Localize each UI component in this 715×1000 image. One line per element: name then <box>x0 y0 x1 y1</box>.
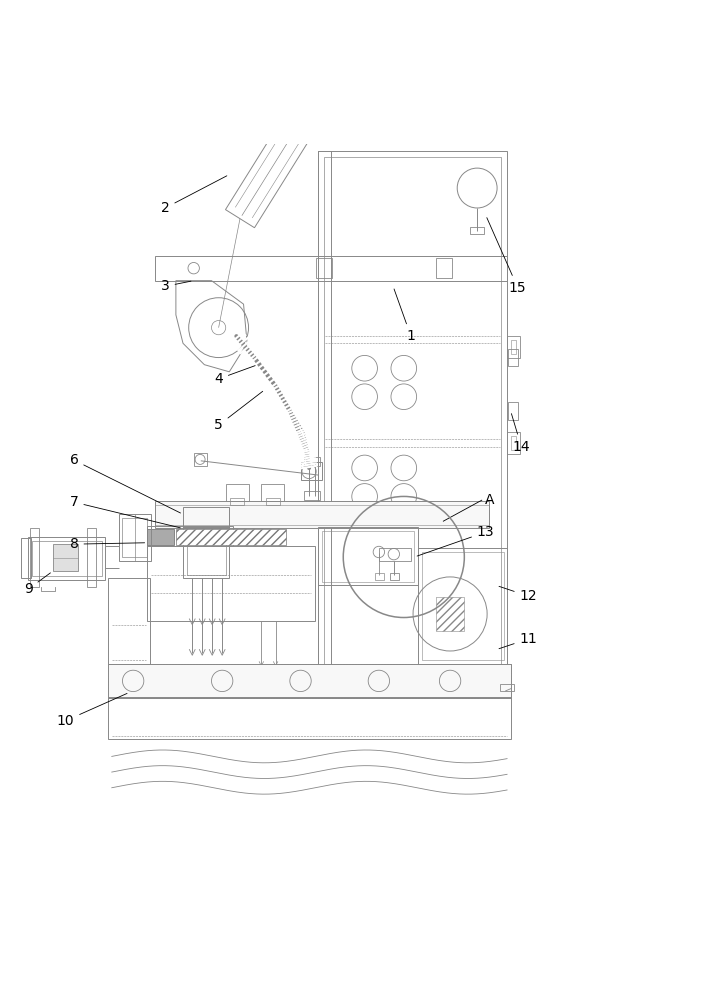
Bar <box>108 697 511 739</box>
Text: 5: 5 <box>214 391 262 432</box>
Bar <box>262 484 284 501</box>
Bar <box>154 505 489 525</box>
Bar <box>32 541 102 576</box>
Bar <box>507 432 520 454</box>
Bar <box>183 507 230 528</box>
Bar <box>508 349 518 366</box>
Bar <box>304 457 320 466</box>
Bar <box>511 436 516 450</box>
Bar <box>176 529 286 545</box>
Bar <box>318 527 418 585</box>
Bar <box>511 340 516 354</box>
Bar <box>422 552 503 660</box>
Bar <box>318 151 507 692</box>
Text: 12: 12 <box>499 586 537 603</box>
Bar <box>418 548 507 664</box>
Text: 14: 14 <box>511 414 530 454</box>
Bar <box>108 578 149 664</box>
Bar <box>147 546 315 621</box>
Text: 6: 6 <box>69 453 180 513</box>
Text: 11: 11 <box>499 632 537 649</box>
Bar <box>390 573 399 580</box>
Bar <box>87 528 96 587</box>
Bar <box>108 664 511 698</box>
Bar <box>119 514 151 561</box>
Text: 8: 8 <box>69 537 144 551</box>
Bar <box>266 498 280 505</box>
Bar <box>375 573 384 580</box>
Bar <box>154 256 507 281</box>
Bar <box>316 258 332 278</box>
Bar <box>324 157 501 687</box>
Bar <box>470 227 484 234</box>
Bar <box>147 529 174 545</box>
Bar <box>507 336 520 358</box>
Bar <box>21 538 31 578</box>
Text: 13: 13 <box>417 525 495 556</box>
Bar <box>230 498 245 505</box>
Text: 7: 7 <box>69 495 180 528</box>
Text: 10: 10 <box>56 693 127 728</box>
Bar <box>183 527 230 578</box>
Bar <box>226 484 249 501</box>
Bar <box>53 544 78 571</box>
Bar <box>436 258 451 278</box>
Bar <box>318 151 331 692</box>
Bar <box>29 537 105 580</box>
Text: 15: 15 <box>487 218 526 295</box>
Bar <box>122 518 147 557</box>
Text: 2: 2 <box>161 176 227 215</box>
Text: A: A <box>485 493 494 507</box>
Bar <box>436 597 464 631</box>
Text: 3: 3 <box>161 279 191 293</box>
Text: 9: 9 <box>24 573 51 596</box>
Bar <box>187 531 226 575</box>
Bar <box>154 501 489 528</box>
Bar <box>30 528 39 587</box>
Bar <box>304 491 320 500</box>
Bar <box>500 684 514 691</box>
Text: 4: 4 <box>214 366 255 386</box>
Bar <box>300 462 322 480</box>
Text: 1: 1 <box>394 289 415 343</box>
Bar <box>508 402 518 420</box>
Bar <box>379 548 411 561</box>
Bar <box>322 531 415 582</box>
Bar <box>147 526 233 546</box>
Bar <box>194 453 207 466</box>
Bar <box>108 664 511 698</box>
